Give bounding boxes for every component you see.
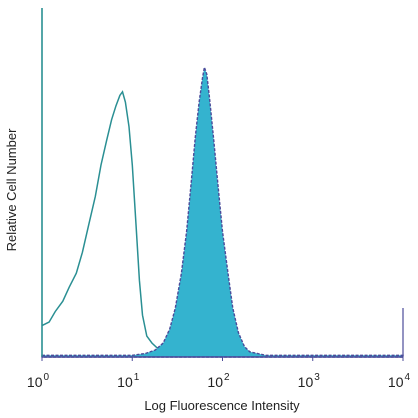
series-layer bbox=[41, 64, 404, 358]
x-tick-label: 101 bbox=[117, 372, 140, 390]
x-axis-title: Log Fluorescence Intensity bbox=[144, 398, 300, 413]
x-tick-labels: 100 101 102 103 104 bbox=[27, 357, 411, 390]
x-tick-label: 103 bbox=[298, 372, 321, 390]
x-tick-label: 104 bbox=[388, 372, 411, 390]
filled-histogram-series bbox=[41, 64, 404, 358]
x-tick-label: 100 bbox=[27, 372, 50, 390]
outline-histogram-series bbox=[41, 90, 176, 355]
x-tick-label: 102 bbox=[207, 372, 230, 390]
y-axis-title: Relative Cell Number bbox=[4, 128, 19, 251]
